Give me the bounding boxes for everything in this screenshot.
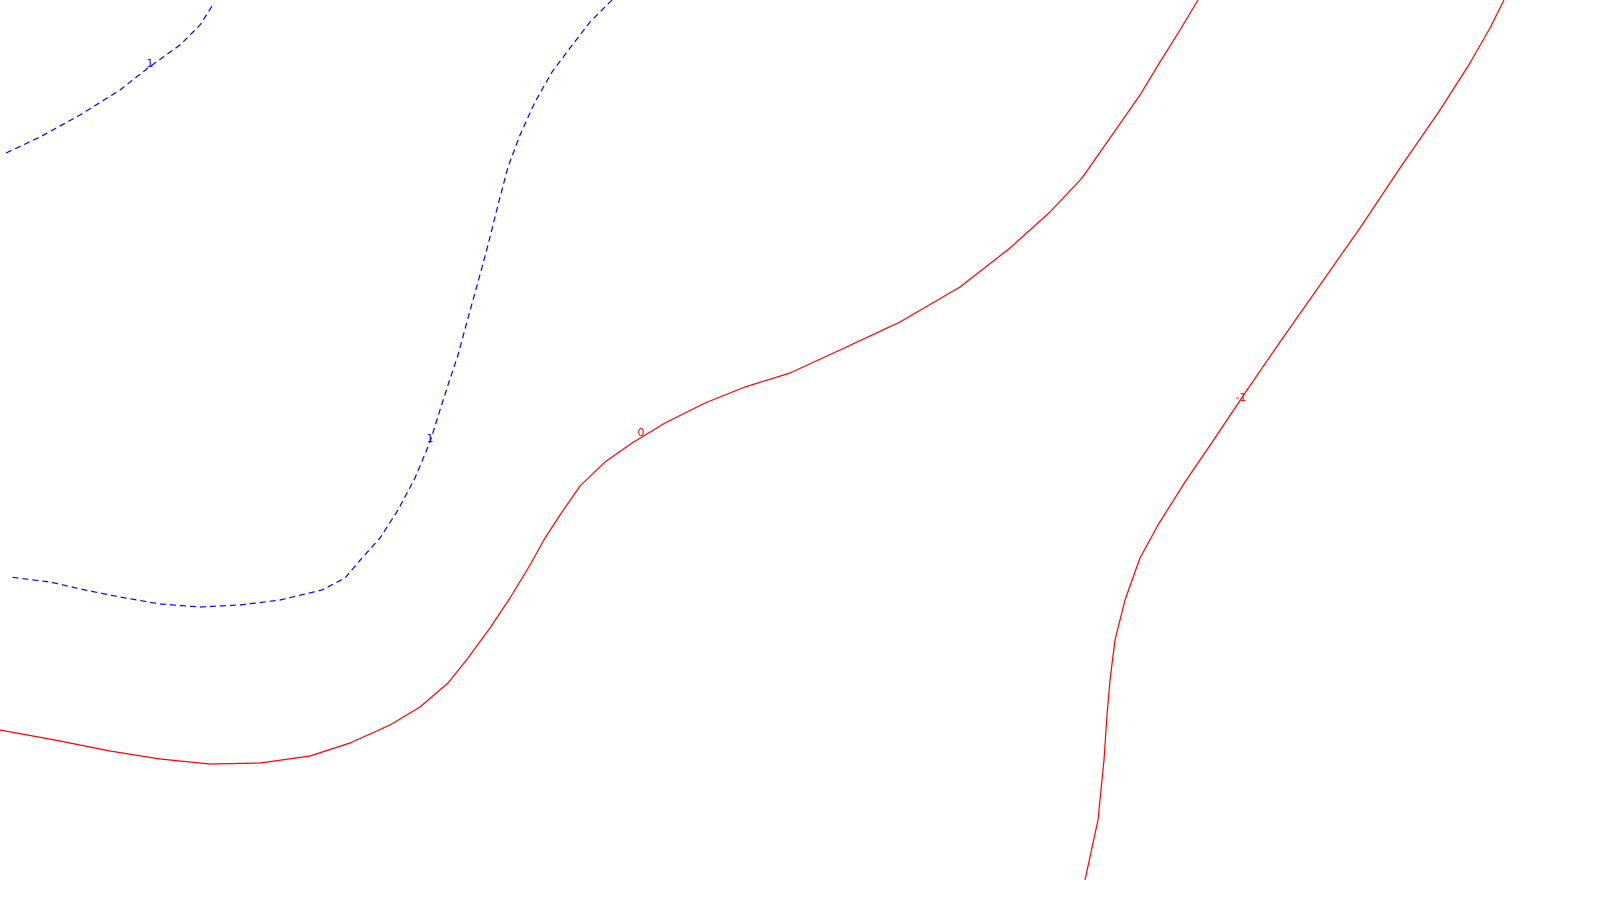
contour-label-1-middle: 1 [427,432,434,445]
contour-label-0: 0 [638,426,645,439]
contour-lines [0,0,1505,881]
contour-line-0 [5,2,215,154]
contour-label-1-upper: 1 [147,57,154,70]
contour-labels: 1 1 0 -1 [147,57,1247,445]
contour-line-2 [0,0,1199,765]
contour-line-3 [1084,0,1505,881]
contour-line-1 [9,0,613,608]
contour-label-neg1: -1 [1236,391,1247,404]
